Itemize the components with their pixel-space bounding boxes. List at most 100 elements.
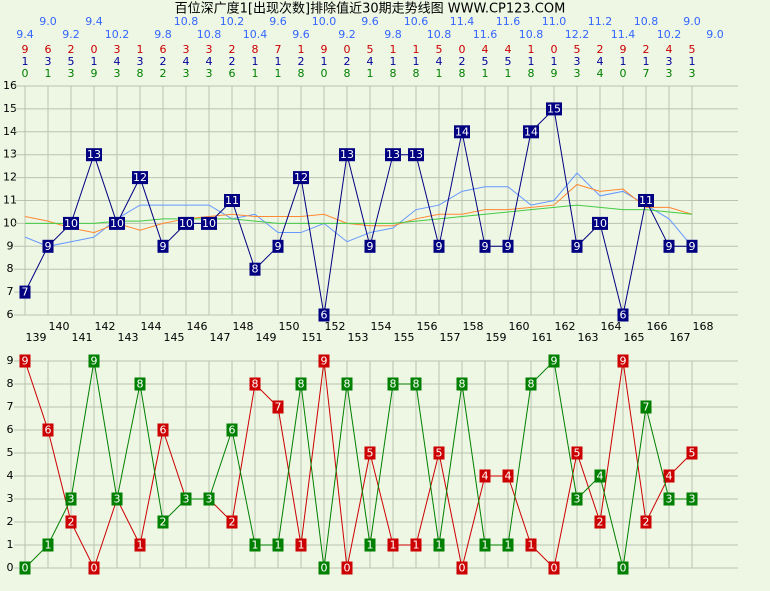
marker	[178, 216, 194, 230]
digit: 4	[183, 55, 190, 68]
top-label: 12.2	[565, 28, 590, 41]
top-label: 9.2	[338, 28, 356, 41]
digit: 1	[22, 55, 29, 68]
marker	[42, 423, 54, 437]
marker-label: 10	[179, 217, 193, 230]
marker-label: 9	[574, 240, 581, 253]
digit: 2	[160, 67, 167, 80]
digit: 4	[505, 43, 512, 56]
marker	[385, 148, 401, 162]
x-tick-label: 159	[486, 331, 507, 344]
marker-label: 11	[639, 194, 653, 207]
marker-label: 9	[505, 240, 512, 253]
marker-label: 13	[386, 148, 400, 161]
y-tick-label: 8	[7, 262, 14, 275]
series-line	[24, 183, 693, 234]
marker-label: 8	[252, 263, 259, 276]
marker	[479, 469, 491, 483]
digit: 0	[551, 43, 558, 56]
marker	[479, 239, 491, 253]
top-label: 9.2	[62, 28, 80, 41]
marker	[134, 538, 146, 552]
x-tick-label: 154	[371, 320, 392, 333]
marker	[433, 239, 445, 253]
marker-label: 8	[459, 378, 466, 391]
marker	[686, 446, 698, 460]
marker-label: 10	[593, 217, 607, 230]
marker	[640, 400, 652, 414]
marker	[295, 377, 307, 391]
marker	[318, 561, 330, 575]
x-tick-label: 157	[440, 331, 461, 344]
marker	[157, 515, 169, 529]
marker-label: 1	[482, 539, 489, 552]
digit: 9	[620, 43, 627, 56]
digit: 7	[275, 43, 282, 56]
marker	[571, 239, 583, 253]
digit: 1	[252, 55, 259, 68]
digit: 5	[482, 55, 489, 68]
marker	[42, 538, 54, 552]
y-tick-label: 9	[7, 354, 14, 367]
marker	[502, 469, 514, 483]
digit: 2	[160, 55, 167, 68]
digit: 3	[666, 67, 673, 80]
y-tick-label: 0	[7, 561, 14, 574]
top-label: 10.2	[105, 28, 130, 41]
top-label: 10.2	[657, 28, 682, 41]
marker	[88, 561, 100, 575]
x-tick-label: 146	[187, 320, 208, 333]
digit: 1	[413, 43, 420, 56]
x-tick-label: 148	[233, 320, 254, 333]
marker	[617, 354, 629, 368]
top-label: 11.6	[496, 15, 521, 28]
marker	[686, 239, 698, 253]
marker	[339, 148, 355, 162]
digit: 0	[321, 67, 328, 80]
x-tick-label: 139	[26, 331, 47, 344]
digit: 3	[183, 43, 190, 56]
marker	[454, 125, 470, 139]
marker	[525, 538, 537, 552]
marker-label: 13	[87, 148, 101, 161]
top-label: 11.0	[542, 15, 567, 28]
y-tick-label: 12	[3, 171, 17, 184]
marker-label: 13	[340, 148, 354, 161]
digit: 5	[505, 55, 512, 68]
marker	[663, 492, 675, 506]
marker-label: 0	[22, 562, 29, 575]
y-tick-label: 10	[3, 216, 17, 229]
digit: 9	[91, 67, 98, 80]
digit: 2	[344, 55, 351, 68]
digit: 0	[344, 43, 351, 56]
top-label: 9.6	[361, 15, 379, 28]
digit: 0	[620, 67, 627, 80]
marker	[318, 308, 330, 322]
marker-label: 3	[206, 493, 213, 506]
marker-label: 9	[275, 240, 282, 253]
marker	[456, 561, 468, 575]
x-tick-label: 149	[256, 331, 277, 344]
marker	[617, 561, 629, 575]
top-label: 11.6	[473, 28, 498, 41]
marker-label: 11	[225, 194, 239, 207]
digit: 4	[597, 67, 604, 80]
digit: 3	[206, 67, 213, 80]
digit: 3	[114, 43, 121, 56]
marker	[433, 446, 445, 460]
marker-label: 1	[505, 539, 512, 552]
marker	[86, 148, 102, 162]
digit: 5	[367, 43, 374, 56]
digit: 1	[321, 55, 328, 68]
marker-label: 14	[455, 125, 469, 138]
digit: 1	[367, 67, 374, 80]
digit: 4	[597, 55, 604, 68]
digit: 6	[160, 43, 167, 56]
digit: 8	[344, 67, 351, 80]
marker-label: 5	[689, 447, 696, 460]
marker-label: 8	[344, 378, 351, 391]
digit: 1	[390, 55, 397, 68]
marker-label: 15	[547, 102, 561, 115]
marker	[523, 125, 539, 139]
marker-label: 12	[294, 171, 308, 184]
